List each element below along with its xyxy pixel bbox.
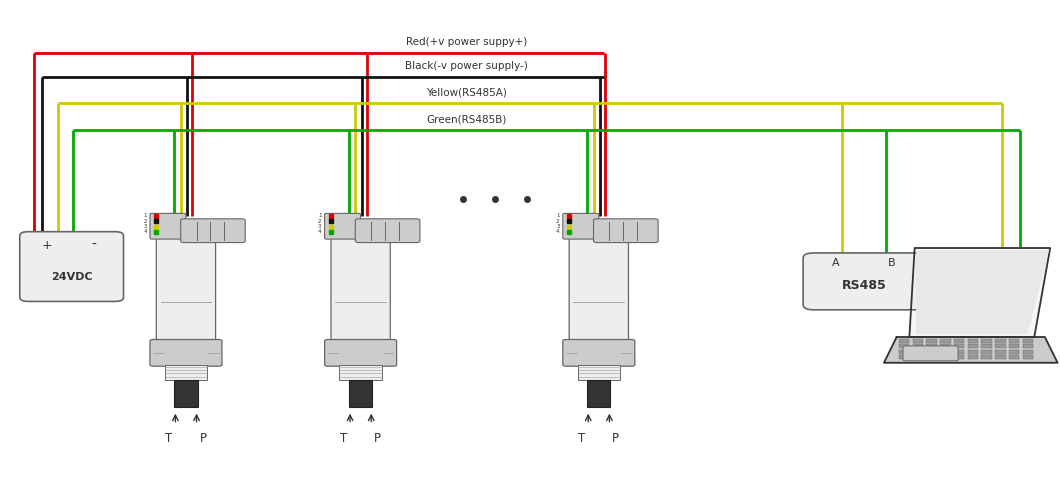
Bar	[982, 339, 992, 343]
Bar	[913, 355, 923, 359]
Polygon shape	[909, 248, 1050, 337]
Text: Black(-v power supply-): Black(-v power supply-)	[405, 62, 528, 71]
Text: T: T	[579, 432, 585, 444]
Bar	[331, 225, 390, 234]
Bar	[899, 350, 909, 354]
Bar	[926, 355, 937, 359]
Text: 3: 3	[318, 224, 321, 229]
Bar	[899, 339, 909, 343]
FancyBboxPatch shape	[149, 339, 222, 366]
FancyBboxPatch shape	[331, 235, 390, 343]
Text: -: -	[91, 238, 95, 252]
Bar	[926, 344, 937, 348]
Bar	[968, 350, 978, 354]
Bar	[165, 237, 206, 249]
Bar	[968, 355, 978, 359]
Polygon shape	[884, 337, 1058, 363]
FancyBboxPatch shape	[156, 235, 215, 343]
Text: P: P	[613, 432, 619, 444]
Text: +: +	[42, 239, 53, 252]
Text: 1: 1	[143, 213, 146, 218]
Bar	[1023, 344, 1034, 348]
Text: B: B	[888, 258, 896, 268]
FancyBboxPatch shape	[594, 219, 658, 243]
Bar	[995, 339, 1006, 343]
Text: T: T	[165, 432, 173, 444]
Polygon shape	[917, 251, 1048, 334]
Bar	[926, 339, 937, 343]
Bar	[569, 225, 629, 234]
Bar	[1023, 355, 1034, 359]
Bar	[995, 350, 1006, 354]
Text: RS485: RS485	[842, 279, 886, 292]
Text: 3: 3	[556, 224, 560, 229]
FancyBboxPatch shape	[563, 339, 635, 366]
Text: 2: 2	[318, 219, 321, 224]
FancyBboxPatch shape	[563, 213, 599, 239]
FancyBboxPatch shape	[324, 339, 396, 366]
Text: T: T	[340, 432, 348, 444]
Bar	[578, 365, 620, 379]
Bar	[954, 344, 965, 348]
Bar	[995, 344, 1006, 348]
Bar	[954, 355, 965, 359]
Bar	[174, 379, 197, 407]
Text: 4: 4	[318, 229, 321, 235]
Bar	[940, 355, 951, 359]
Bar	[587, 379, 611, 407]
Bar	[339, 365, 382, 379]
Bar	[982, 350, 992, 354]
FancyBboxPatch shape	[180, 219, 245, 243]
Bar	[1009, 350, 1020, 354]
FancyBboxPatch shape	[149, 213, 185, 239]
Bar	[940, 350, 951, 354]
FancyBboxPatch shape	[20, 232, 124, 302]
Bar	[899, 344, 909, 348]
Bar	[913, 339, 923, 343]
Bar	[926, 350, 937, 354]
Bar	[1009, 344, 1020, 348]
Text: P: P	[199, 432, 207, 444]
Text: 1: 1	[318, 213, 321, 218]
Text: P: P	[374, 432, 381, 444]
Text: 4: 4	[556, 229, 560, 235]
Bar	[1023, 350, 1034, 354]
Bar	[940, 344, 951, 348]
Bar	[968, 339, 978, 343]
Bar	[954, 339, 965, 343]
Text: Green(RS485B): Green(RS485B)	[426, 115, 507, 124]
Text: 4: 4	[143, 229, 146, 235]
Bar	[340, 237, 381, 249]
Text: Yellow(RS485A): Yellow(RS485A)	[426, 87, 507, 97]
Bar	[1009, 339, 1020, 343]
Bar	[913, 350, 923, 354]
FancyBboxPatch shape	[803, 253, 925, 310]
Bar	[1023, 339, 1034, 343]
FancyBboxPatch shape	[324, 213, 360, 239]
Bar	[899, 355, 909, 359]
FancyBboxPatch shape	[355, 219, 420, 243]
Text: 24VDC: 24VDC	[51, 272, 92, 282]
Bar	[940, 339, 951, 343]
Bar	[1009, 355, 1020, 359]
Bar	[968, 344, 978, 348]
Bar	[982, 344, 992, 348]
Bar	[156, 225, 215, 234]
Bar	[913, 344, 923, 348]
Text: 3: 3	[143, 224, 146, 229]
Text: Red(+v power suppy+): Red(+v power suppy+)	[406, 37, 527, 47]
Bar	[579, 237, 619, 249]
Bar	[995, 355, 1006, 359]
Text: A: A	[832, 258, 840, 268]
Bar	[954, 350, 965, 354]
Text: 2: 2	[556, 219, 560, 224]
Text: 2: 2	[143, 219, 146, 224]
Bar	[982, 355, 992, 359]
Bar	[164, 365, 207, 379]
Text: 1: 1	[556, 213, 560, 218]
FancyBboxPatch shape	[569, 235, 629, 343]
FancyBboxPatch shape	[903, 346, 958, 361]
Bar	[349, 379, 372, 407]
